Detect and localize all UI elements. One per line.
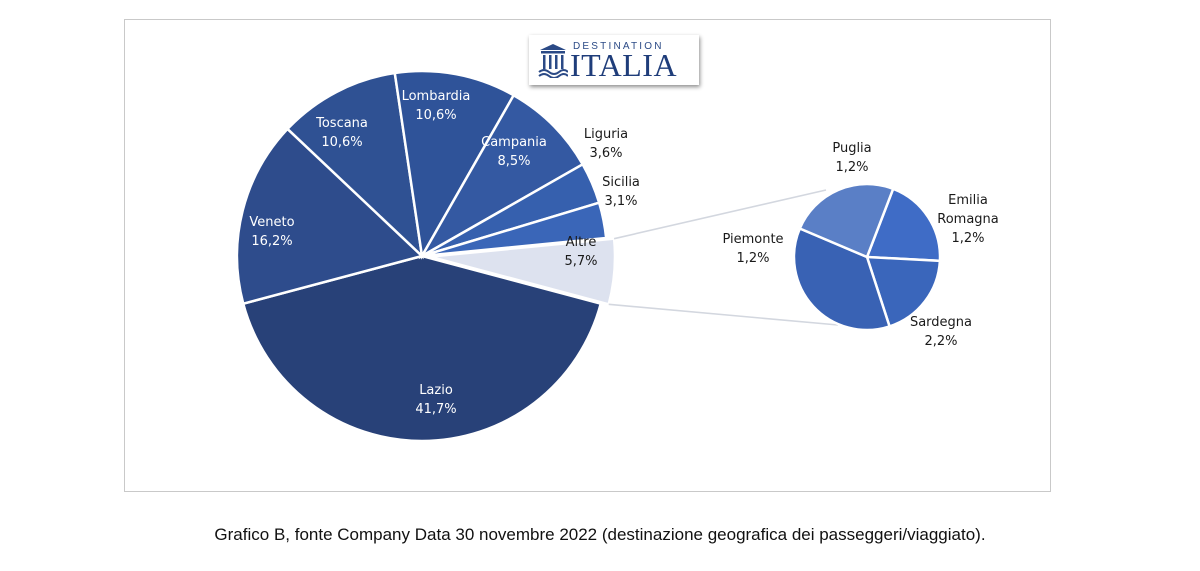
data-label-value-toscana: 10,6%: [321, 135, 362, 150]
data-label-name-liguria: Liguria: [584, 127, 628, 142]
sub-data-label-value-puglia: 1,2%: [835, 160, 868, 175]
data-label-name-veneto: Veneto: [249, 215, 294, 230]
sub-pie-slice-sardegna: [792, 226, 892, 332]
slice-labels: Lazio 41,7% Veneto 16,2% Toscana 10,6% Lombard…: [249, 89, 998, 417]
classical-temple-wave-icon: [538, 42, 568, 78]
pie-slice-lazio: [241, 254, 603, 443]
logo-main-text: ITALIA: [570, 47, 678, 83]
sub-data-label-value-piemonte: 1,2%: [736, 251, 769, 266]
data-label-name-campania: Campania: [481, 135, 547, 150]
pie-slice-veneto: [235, 127, 425, 306]
sub-data-label-name-piemonte: Piemonte: [722, 232, 783, 247]
secondary-pie: [792, 182, 942, 332]
data-label-value-liguria: 3,6%: [589, 146, 622, 161]
pie-slice-toscana: [285, 71, 424, 260]
data-label-value-lombardia: 10,6%: [415, 108, 456, 123]
sub-data-label-value-sardegna: 2,2%: [924, 334, 957, 349]
sub-data-label-name-sardegna: Sardegna: [910, 315, 972, 330]
sub-pie-slice-piemonte: [798, 182, 895, 259]
data-label-name-lombardia: Lombardia: [402, 89, 471, 104]
data-label-value-altre: 5,7%: [564, 254, 597, 269]
sub-data-label-value-emilia-romagna: 1,2%: [951, 231, 984, 246]
destination-italia-logo: DESTINATION ITALIA: [529, 35, 699, 85]
data-label-name-lazio: Lazio: [419, 383, 453, 398]
chart-caption: Grafico B, fonte Company Data 30 novembr…: [214, 525, 986, 544]
main-pie: [235, 69, 617, 443]
data-label-name-toscana: Toscana: [315, 116, 368, 131]
logo-top-text: DESTINATION: [573, 41, 664, 52]
sub-data-label-name-emilia-romagna-line2: Romagna: [937, 212, 999, 227]
connector-lines: [608, 189, 839, 326]
pie-slice-lombardia: [393, 69, 516, 260]
sub-pie-slice-puglia: [865, 187, 942, 263]
data-label-name-altre: Altre: [566, 235, 597, 250]
connector-line-top: [613, 189, 827, 240]
data-label-value-lazio: 41,7%: [415, 402, 456, 417]
sub-data-label-name-emilia-romagna-line1: Emilia: [948, 193, 988, 208]
data-label-name-sicilia: Sicilia: [602, 175, 640, 190]
data-label-value-campania: 8,5%: [497, 154, 530, 169]
sub-data-label-name-puglia: Puglia: [832, 141, 871, 156]
connector-line-bottom: [608, 303, 839, 326]
data-label-value-sicilia: 3,1%: [604, 194, 637, 209]
pie-slice-campania: [418, 93, 585, 260]
pie-slice-sicilia: [421, 201, 608, 258]
data-label-value-veneto: 16,2%: [251, 234, 292, 249]
